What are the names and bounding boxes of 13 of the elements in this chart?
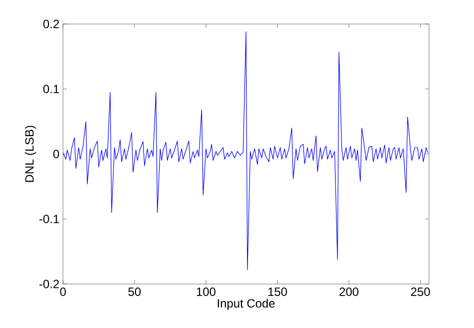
y-axis-title: DNL (LSB) xyxy=(24,126,36,182)
x-tick-label: 150 xyxy=(268,288,287,296)
x-tick-label: 250 xyxy=(411,288,430,296)
y-tick-label: 0 xyxy=(53,150,60,158)
y-tick-label: 0.1 xyxy=(43,84,59,94)
x-tick-label: 100 xyxy=(196,288,216,296)
x-tick-label: 0 xyxy=(60,288,66,296)
x-tick-label: 200 xyxy=(340,288,358,296)
x-axis-title: Input Code xyxy=(218,298,275,310)
y-tick-label: 0.2 xyxy=(43,20,59,28)
y-tick-label: -0.1 xyxy=(39,214,59,224)
x-tick-label: 50 xyxy=(128,288,141,296)
y-tick-label: -0.2 xyxy=(39,280,59,288)
